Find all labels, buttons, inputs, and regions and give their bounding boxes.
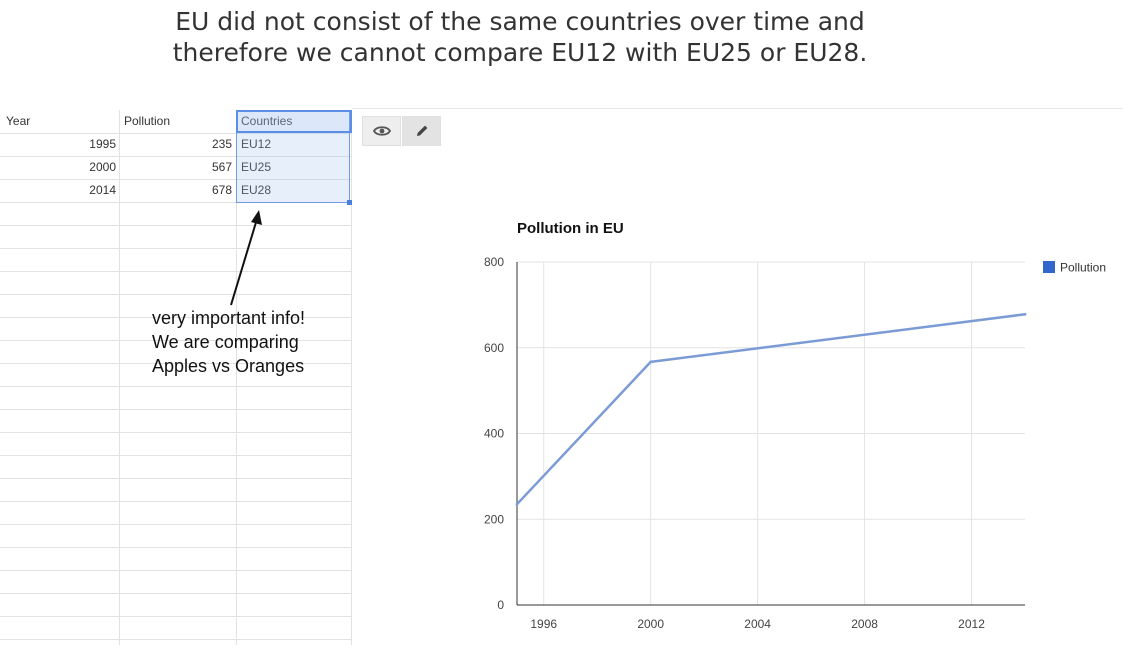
- data-point[interactable]: [515, 502, 519, 506]
- empty-row[interactable]: [0, 432, 352, 456]
- cell-pollution[interactable]: 678: [211, 183, 232, 197]
- headline-line-1: EU did not consist of the same countries…: [175, 7, 865, 36]
- y-tick-label: 400: [484, 427, 504, 441]
- empty-row[interactable]: [0, 317, 352, 341]
- cell-countries[interactable]: EU28: [241, 183, 272, 197]
- annotation-note: very important info! We are comparing Ap…: [152, 306, 305, 378]
- spreadsheet: Year Pollution Countries 1995 235 EU12 2…: [0, 110, 352, 645]
- empty-row[interactable]: [0, 547, 352, 571]
- empty-row[interactable]: [0, 501, 352, 525]
- chart-title: Pollution in EU: [517, 220, 624, 237]
- active-cell-outline: [236, 110, 352, 133]
- y-tick-label: 800: [484, 255, 504, 269]
- empty-row[interactable]: [0, 248, 352, 272]
- divider: [352, 108, 1123, 109]
- series-line-pollution[interactable]: [516, 313, 1026, 506]
- cell-pollution[interactable]: 235: [211, 137, 232, 151]
- pencil-icon: [416, 125, 427, 136]
- header-cell-year[interactable]: Year: [6, 114, 31, 128]
- line-chart[interactable]: Pollution in EU 0 200 400 600 800 1996 2000 20…: [460, 210, 1120, 640]
- cell-countries[interactable]: EU25: [241, 160, 272, 174]
- column-divider: [119, 110, 120, 645]
- cell-pollution[interactable]: 567: [211, 160, 232, 174]
- empty-row[interactable]: [0, 616, 352, 640]
- empty-row[interactable]: [0, 524, 352, 548]
- cell-year[interactable]: 1995: [89, 137, 116, 151]
- empty-row[interactable]: [0, 478, 352, 502]
- header-row: Year Pollution Countries: [0, 110, 352, 134]
- y-tick-label: 600: [484, 341, 504, 355]
- empty-row[interactable]: [0, 363, 352, 387]
- legend-swatch: [1043, 261, 1055, 273]
- x-tick-label: 2012: [958, 617, 985, 631]
- legend[interactable]: Pollution: [1043, 261, 1106, 275]
- data-point[interactable]: [1023, 312, 1027, 316]
- chart-toolbar: [362, 116, 442, 146]
- empty-row[interactable]: [0, 202, 352, 226]
- x-tick-label: 2008: [851, 617, 878, 631]
- axes: [516, 262, 1025, 606]
- table-row: 2014 678 EU28: [0, 179, 352, 203]
- headline: EU did not consist of the same countries…: [0, 6, 1040, 68]
- x-tick-label: 2000: [637, 617, 664, 631]
- legend-label: Pollution: [1060, 261, 1106, 275]
- edit-button[interactable]: [402, 116, 441, 146]
- table-row: 2000 567 EU25: [0, 156, 352, 180]
- empty-row[interactable]: [0, 225, 352, 249]
- empty-row[interactable]: [0, 271, 352, 295]
- data-point[interactable]: [649, 360, 653, 364]
- empty-row[interactable]: [0, 455, 352, 479]
- cell-selection: [236, 110, 350, 203]
- cell-countries[interactable]: EU12: [241, 137, 272, 151]
- annotation-line: very important info!: [152, 308, 306, 328]
- x-tick-label: 1996: [530, 617, 557, 631]
- column-divider: [236, 110, 237, 645]
- annotation-line: We are comparing: [152, 332, 299, 352]
- empty-row[interactable]: [0, 570, 352, 594]
- header-cell-pollution[interactable]: Pollution: [124, 114, 171, 128]
- y-tick-label: 200: [484, 512, 504, 526]
- column-divider: [351, 110, 352, 645]
- annotation-line: Apples vs Oranges: [152, 356, 305, 376]
- cell-year[interactable]: 2000: [89, 160, 116, 174]
- x-tick-label: 2004: [744, 617, 771, 631]
- empty-row[interactable]: [0, 340, 352, 364]
- empty-row[interactable]: [0, 386, 352, 410]
- headline-line-2: therefore we cannot compare EU12 with EU…: [172, 38, 868, 67]
- annotation-arrow: [230, 210, 262, 306]
- fill-handle[interactable]: [347, 200, 352, 205]
- table-row: 1995 235 EU12: [0, 133, 352, 157]
- empty-row[interactable]: [0, 409, 352, 433]
- header-cell-countries[interactable]: Countries: [241, 114, 293, 128]
- cell-year[interactable]: 2014: [89, 183, 116, 197]
- empty-row[interactable]: [0, 593, 352, 617]
- gridlines: [517, 261, 1025, 605]
- empty-row[interactable]: [0, 294, 352, 318]
- preview-button[interactable]: [362, 116, 401, 146]
- y-tick-label: 0: [497, 598, 504, 612]
- eye-icon: [372, 126, 391, 136]
